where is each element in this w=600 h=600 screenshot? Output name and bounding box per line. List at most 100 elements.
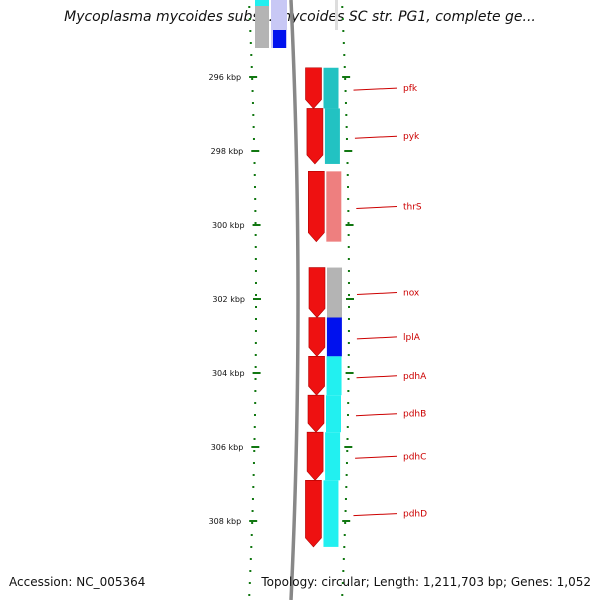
label-line-thrS: [356, 206, 398, 209]
tick-mark: [251, 150, 260, 152]
scale-dot: [254, 282, 257, 284]
scale-dot: [347, 222, 350, 224]
scale-dot: [343, 534, 346, 536]
scale-dot: [253, 186, 256, 188]
scale-dot: [341, 582, 344, 584]
label-line-pdhC: [355, 455, 398, 459]
scale-dot: [254, 378, 257, 380]
scale-dot: [253, 450, 256, 452]
scale-dot: [343, 546, 346, 548]
upstream-feature: [273, 30, 286, 48]
gene-label-nox: nox: [403, 289, 420, 299]
label-line-pfk: [353, 87, 398, 91]
category-bar-pyk: [324, 108, 340, 164]
tick-mark: [252, 372, 261, 374]
tick-label: 304 kbp: [212, 369, 245, 378]
category-bar-pdhC: [325, 432, 341, 481]
tick-mark: [252, 224, 261, 226]
category-bar-thrS: [326, 171, 342, 242]
category-bar-pdhD: [323, 480, 339, 547]
tick-mark: [249, 76, 258, 78]
scale-dot: [254, 234, 257, 236]
scale-dot: [347, 270, 350, 272]
scale-dot: [254, 294, 257, 296]
scale-dot: [251, 102, 254, 104]
upstream-feature: [255, 0, 269, 6]
tick-mark: [345, 372, 354, 374]
scale-dot: [347, 366, 350, 368]
gene-label-pdhA: pdhA: [403, 372, 427, 382]
tick-label: 298 kbp: [211, 147, 244, 156]
scale-dot: [253, 426, 256, 428]
strand-feature-thrS: [308, 171, 325, 243]
label-line-pdhD: [353, 513, 398, 517]
scale-dot: [345, 126, 348, 128]
scale-dot: [346, 174, 349, 176]
scale-dot: [250, 534, 253, 536]
label-line-pdhA: [356, 375, 398, 379]
scale-dot: [254, 210, 257, 212]
tick-mark: [345, 224, 354, 226]
scale-dot: [254, 246, 257, 248]
strand-feature-pdhC: [306, 431, 324, 481]
tick-mark: [344, 446, 353, 448]
category-bar-pfk: [323, 67, 339, 109]
scale-dot: [251, 522, 254, 524]
scale-dot: [345, 138, 348, 140]
scale-dot: [254, 270, 257, 272]
scale-dots: [248, 6, 350, 596]
label-line-pdhB: [355, 413, 398, 417]
label-line-nox: [356, 292, 398, 296]
scale-dot: [345, 486, 348, 488]
scale-dot: [254, 366, 257, 368]
scale-dot: [344, 90, 347, 92]
scale-dot: [251, 90, 254, 92]
scale-dot: [347, 258, 350, 260]
tick-mark: [344, 150, 353, 152]
scale-dot: [347, 282, 350, 284]
scale-dot: [248, 594, 251, 596]
strand-feature-lplA: [308, 317, 326, 357]
scale-dot: [252, 474, 255, 476]
category-bar-pdhA: [326, 356, 342, 396]
scale-dot: [342, 30, 345, 32]
strand-feature-pdhA: [308, 356, 325, 396]
scale-dot: [248, 582, 251, 584]
scale-dot: [253, 414, 256, 416]
scale-dot: [345, 474, 348, 476]
tick-label: 302 kbp: [212, 295, 245, 304]
scale-dot: [347, 318, 350, 320]
gene-label-thrS: thrS: [403, 203, 422, 213]
scale-dot: [249, 30, 252, 32]
scale-dot: [347, 378, 350, 380]
scale-dot: [253, 162, 256, 164]
scale-dot: [248, 6, 251, 8]
backbone-arc: [289, 0, 300, 600]
scale-dot: [344, 522, 347, 524]
scale-dot: [342, 42, 345, 44]
scale-dot: [347, 390, 350, 392]
label-line-lplA: [356, 336, 398, 340]
tick-mark: [251, 446, 260, 448]
gene-label-lplA: lplA: [403, 333, 421, 343]
strand-feature-nox: [308, 267, 326, 318]
scale-dot: [250, 546, 253, 548]
gene-features: [305, 67, 342, 548]
scale-dot: [347, 342, 350, 344]
scale-dot: [254, 222, 257, 224]
scale-dot: [344, 510, 347, 512]
scale-dot: [346, 426, 349, 428]
tick-mark: [345, 298, 354, 300]
tick-label: 308 kbp: [209, 517, 242, 526]
scale-dot: [254, 258, 257, 260]
gene-label-pdhC: pdhC: [403, 452, 426, 462]
upstream-feature: [335, 0, 338, 30]
gene-labels: pfk pyk thrS nox lplA pdhA pdhB pdhC pdhD: [353, 84, 427, 520]
scale-dot: [254, 198, 257, 200]
gene-label-pdhD: pdhD: [403, 510, 427, 520]
strand-feature-pdhB: [307, 394, 325, 433]
accession-text: Accession: NC_005364: [9, 575, 146, 589]
summary-text: Topology: circular; Length: 1,211,703 bp…: [261, 575, 591, 589]
label-line-pyk: [354, 135, 398, 139]
